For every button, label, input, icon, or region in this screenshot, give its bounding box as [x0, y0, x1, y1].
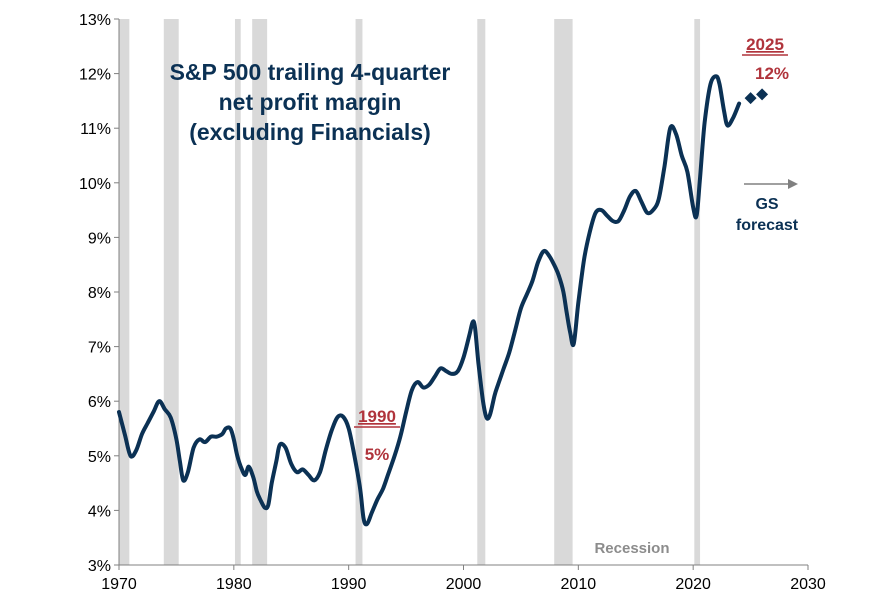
gs-forecast-markers	[744, 88, 769, 105]
x-tick-label: 1970	[101, 576, 137, 593]
y-tick-label: 9%	[88, 230, 111, 247]
annotation-1990-year: 1990	[358, 407, 396, 426]
annotation-1990: 1990 5%	[354, 407, 400, 464]
y-tick-label: 8%	[88, 285, 111, 302]
x-tick-label: 2030	[790, 576, 826, 593]
recession-band	[234, 19, 241, 565]
chart-title: S&P 500 trailing 4-quarter net profit ma…	[170, 59, 451, 145]
annotation-2025: 2025 12%	[742, 35, 789, 83]
y-tick-label: 6%	[88, 394, 111, 411]
title-line-3: (excluding Financials)	[189, 119, 431, 145]
forecast-diamond-marker	[744, 92, 757, 105]
x-tick-label: 2020	[675, 576, 711, 593]
recession-band	[694, 19, 701, 565]
recession-band	[355, 19, 363, 565]
profit-margin-line	[117, 74, 742, 527]
forecast-label-line-1: GS	[755, 196, 778, 213]
annotation-1990-value: 5%	[365, 445, 390, 464]
y-tick-label: 11%	[80, 121, 111, 138]
y-tick-label: 10%	[79, 176, 111, 193]
recession-band	[477, 19, 486, 565]
recession-legend-label: Recession	[594, 540, 669, 557]
title-line-1: S&P 500 trailing 4-quarter	[170, 59, 451, 85]
forecast-label-line-2: forecast	[736, 217, 799, 234]
x-tick-label: 1980	[216, 576, 252, 593]
recession-band	[252, 19, 268, 565]
x-tick-label: 2000	[446, 576, 482, 593]
x-tick-label: 2010	[561, 576, 597, 593]
forecast-diamond-marker	[756, 88, 769, 101]
y-tick-label: 3%	[88, 558, 111, 575]
recession-band	[119, 19, 130, 565]
y-tick-label: 4%	[88, 503, 111, 520]
annotation-2025-year: 2025	[746, 35, 784, 54]
x-tick-labels: 1970 1980 1990 2000 2010 2020 2030	[101, 565, 826, 593]
y-tick-labels: 3% 4% 5% 6% 7% 8% 9% 10% 11% 12% 13%	[79, 12, 119, 575]
y-tick-label: 7%	[88, 340, 111, 357]
title-line-2: net profit margin	[219, 89, 402, 115]
gs-forecast-label: GS forecast	[736, 179, 799, 234]
x-tick-label: 1990	[331, 576, 367, 593]
y-tick-label: 5%	[88, 449, 111, 466]
recession-bands	[119, 19, 701, 565]
y-tick-label: 12%	[79, 67, 111, 84]
forecast-arrow-head	[788, 179, 798, 189]
annotation-2025-value: 12%	[755, 64, 789, 83]
y-tick-label: 13%	[79, 12, 111, 29]
recession-band	[163, 19, 179, 565]
